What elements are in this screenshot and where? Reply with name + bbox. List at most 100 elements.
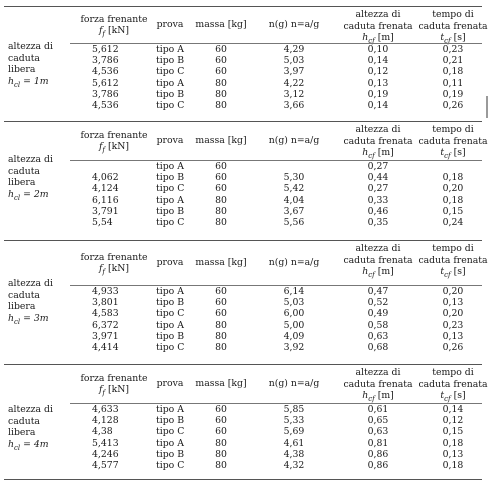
cell-massa: 80 [215,319,227,331]
header-rule [70,160,482,161]
header-altezza: altezza di caduta frenata hcf [m] [340,9,416,47]
cell-forza: 4,414 [92,341,119,353]
header-symbol: f [98,263,103,274]
header-text: massa [kg] [195,378,247,390]
cell-prova: tipo C [156,216,185,228]
cell-tempo: 0,20 [442,183,464,195]
header-unit: [kN] [107,141,130,152]
header-unit: [kN] [107,25,130,36]
cell-alt: 0,10 [367,44,389,55]
table-block: altezza di caduta libera hcl = 4m forza fren… [4,364,488,480]
cell-massa: 80 [215,437,227,449]
cell-massa: 80 [215,330,227,342]
header-massa: massa [kg] [192,19,250,31]
cell-forza: 4,246 [92,448,119,460]
cell-prova: tipo C [156,66,185,78]
cell-tempo: 0,13 [442,297,464,309]
header-tempo: tempo di caduta frenata tcf [s] [414,243,490,281]
cell-forza: 4,536 [92,66,119,78]
header-unit: [s] [453,266,466,277]
cell-forza: 5,413 [92,437,119,449]
cell-prova: tipo B [156,415,185,427]
table-row: 4,536 tipo C 60 3,97 0,12 0,18 [4,66,482,77]
cell-ng: 6,00 [283,308,305,320]
cell-prova: tipo B [156,88,185,100]
cell-ng: 4,04 [283,194,305,206]
header-subscript: f [102,29,106,38]
height-value: = 2m [20,188,49,200]
cell-tempo: 0,19 [442,88,464,100]
cell-tempo: 0,20 [442,308,464,320]
table-header: forza frenante ff [kN] prova massa [kg] n(g)… [4,365,487,405]
height-value: = 1m [20,75,49,87]
table-row: 4,577 tipo C 80 4,32 0,86 0,18 [4,460,482,471]
table-block: altezza di caduta libera hcl = 2m forza fren… [4,121,488,240]
block-label: altezza di caduta libera hcl = 3m [8,278,53,328]
cell-alt: 0,35 [367,216,389,228]
header-text: n(g) n=a/g [268,378,320,390]
table-row: 4,933 tipo A 60 6,14 0,47 0,20 [4,286,482,297]
cell-forza: 3,791 [92,205,119,217]
table-row: 4,246 tipo B 80 4,38 0,86 0,13 [4,449,482,460]
block-label-line: libera [8,64,36,75]
header-text: forza frenante [80,13,148,25]
cell-prova: tipo A [156,404,184,415]
cell-alt: 0,27 [367,161,389,172]
table-block: altezza di caduta libera hcl = 3m forza fren… [4,240,488,364]
cell-forza: 3,786 [92,88,119,100]
cell-prova: tipo C [156,99,185,111]
header-symbol: f [98,384,103,395]
cell-forza: 4,128 [92,415,119,427]
block-label: altezza di caduta libera hcl = 2m [8,154,53,204]
header-symbol: f [98,25,103,36]
block-label-height: hcl = 3m [8,313,53,328]
cell-forza: 6,116 [92,194,119,206]
cell-forza: 5,612 [92,44,119,55]
table-row: 4,414 tipo C 80 3,92 0,68 0,26 [4,342,482,353]
header-unit: [s] [453,147,466,158]
block-label-line: altezza di [8,278,53,289]
cell-alt: 0,68 [367,341,389,353]
cell-massa: 60 [215,161,227,172]
cell-forza: 4,583 [92,308,119,320]
table-row: 4,536 tipo C 80 3,66 0,14 0,26 [4,100,482,111]
header-symbol-line: hcf [m] [340,266,416,281]
header-subscript: f [102,388,106,397]
cell-massa: 80 [215,448,227,460]
cell-alt: 0,63 [367,330,389,342]
header-text: caduta frenata [418,135,488,147]
header-altezza: altezza di caduta frenata hcf [m] [340,124,416,162]
header-text: forza frenante [80,372,148,384]
scrollbar[interactable] [486,96,488,118]
header-prova: prova [150,19,190,31]
cell-prova: tipo B [156,297,185,309]
header-text: altezza di [355,124,401,135]
cell-prova: tipo B [156,205,185,217]
height-subscript: cl [14,80,21,89]
table-row: 6,116 tipo A 80 4,04 0,33 0,18 [4,195,482,206]
cell-tempo: 0,26 [442,99,464,111]
cell-ng: 5,33 [283,415,305,427]
cell-forza: 4,124 [92,183,119,195]
block-label-line: caduta [8,52,40,64]
cell-massa: 60 [215,308,227,320]
cell-alt: 0,81 [367,437,389,449]
cell-tempo: 0,15 [442,426,464,438]
cell-forza: 4,577 [92,459,119,471]
header-text: tempo di [432,124,474,135]
cell-tempo: 0,24 [442,216,464,228]
header-forza: forza frenante ff [kN] [74,373,154,400]
cell-ng: 5,42 [283,183,305,195]
cell-massa: 60 [215,415,227,427]
header-subscript: cf [368,394,375,403]
cell-tempo: 0,20 [442,286,464,297]
block-label-line: libera [8,301,36,312]
cell-prova: tipo B [156,330,185,342]
header-altezza: altezza di caduta frenata hcf [m] [340,367,416,405]
header-symbol-line: tcf [s] [414,147,490,162]
cell-alt: 0,44 [367,172,389,184]
cell-alt: 0,63 [367,426,389,438]
cell-massa: 80 [215,205,227,217]
cell-forza: 3,801 [92,297,119,309]
header-text: caduta frenata [418,254,488,266]
